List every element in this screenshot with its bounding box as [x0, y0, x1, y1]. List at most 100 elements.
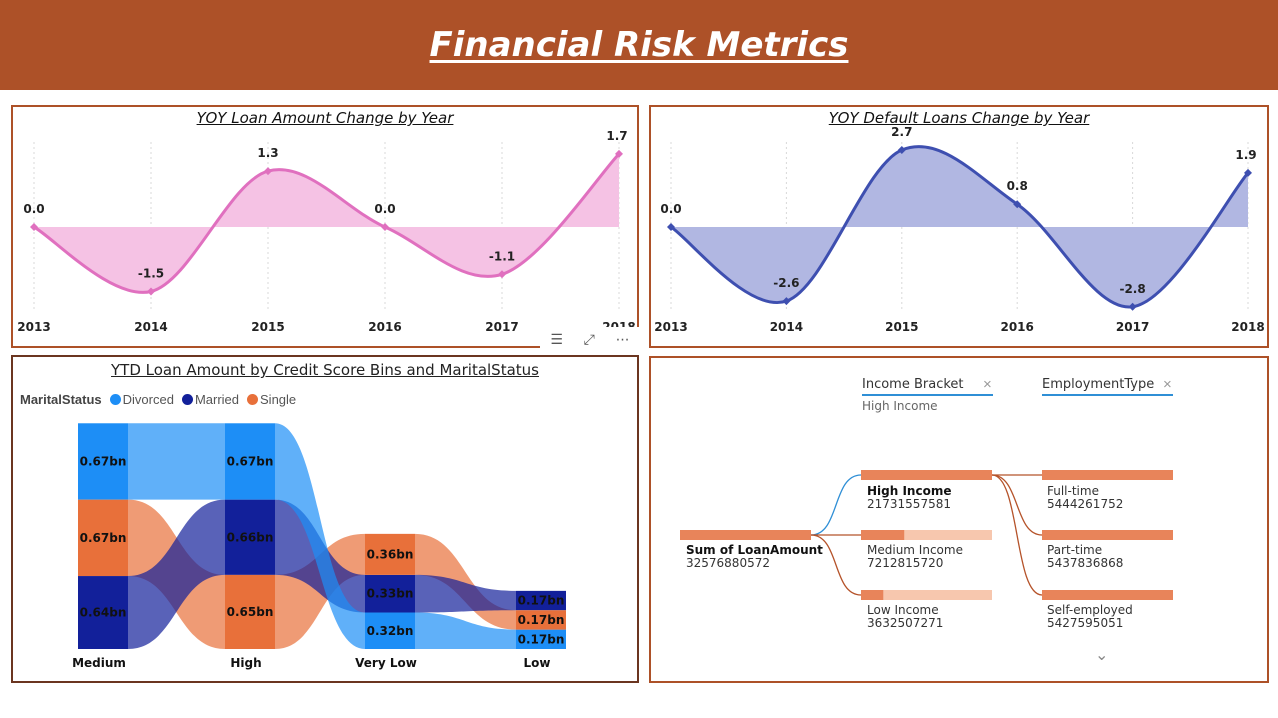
bar-label: 0.17bn — [518, 613, 565, 627]
x-tick-label: 2016 — [368, 320, 401, 334]
tree-node-root[interactable]: Sum of LoanAmount 32576880572 — [686, 543, 823, 570]
data-label: 0.0 — [660, 202, 681, 216]
category-label: High — [230, 656, 261, 670]
data-point — [1244, 168, 1252, 177]
bar-segment — [78, 423, 128, 500]
data-point — [381, 223, 389, 231]
category-label: Low — [524, 656, 551, 670]
data-label: -1.5 — [138, 267, 164, 281]
bar-segment — [225, 499, 275, 575]
data-label: 0.0 — [23, 202, 44, 216]
data-point — [782, 297, 791, 306]
ribbon-chart[interactable]: 0.67bn 0.64bn 0.67bn Medium 0.67bn 0.66bn 0.65… — [13, 357, 637, 681]
bar-label: 0.64bn — [80, 606, 127, 620]
level-header-income-bracket[interactable]: Income Bracket — [862, 377, 964, 392]
area-fill — [671, 146, 1248, 308]
bar-segment — [516, 590, 566, 611]
data-label: 1.9 — [1235, 148, 1256, 162]
dashboard-header: Financial Risk Metrics — [0, 0, 1278, 90]
ribbon — [415, 612, 516, 649]
data-label: -2.8 — [1119, 282, 1145, 296]
data-label: 0.0 — [374, 202, 395, 216]
dashboard-title: Financial Risk Metrics — [429, 25, 849, 65]
area-fill — [34, 153, 619, 293]
category-label: Medium — [72, 656, 126, 670]
data-point — [264, 167, 272, 176]
legend-item-divorced[interactable]: Divorced — [109, 392, 174, 407]
data-point — [147, 287, 155, 296]
data-label: -1.1 — [489, 249, 515, 263]
category-label: Very Low — [355, 656, 417, 670]
bar-segment — [78, 576, 128, 649]
x-tick-label: 2013 — [654, 320, 687, 334]
x-tick-label: 2014 — [770, 320, 803, 334]
bar-label: 0.17bn — [518, 632, 565, 646]
chart-title-default-loans: YOY Default Loans Change by Year — [828, 109, 1090, 127]
bar-segment — [225, 423, 275, 500]
filter-icon[interactable]: ☰ — [550, 330, 563, 347]
bar-segment — [516, 629, 566, 649]
yoy-loan-amount-panel[interactable]: YOY Loan Amount Change by Year 0.0 2013 -1… — [11, 105, 639, 348]
tree-node-high-income[interactable]: High Income 21731557581 — [867, 484, 952, 511]
data-point — [498, 270, 506, 279]
data-label: 0.8 — [1007, 179, 1028, 193]
bar-label: 0.33bn — [367, 587, 414, 601]
close-icon[interactable]: × — [983, 376, 992, 393]
more-options-icon[interactable]: ⋯ — [615, 330, 630, 347]
close-icon[interactable]: × — [1163, 376, 1172, 393]
chart-title-ribbon: YTD Loan Amount by Credit Score Bins and… — [111, 361, 539, 379]
data-label: 1.3 — [257, 146, 278, 160]
series-line — [670, 145, 1250, 309]
bar-label: 0.66bn — [227, 530, 274, 544]
ribbon — [415, 574, 516, 613]
legend-title: MaritalStatus — [20, 392, 102, 407]
level-selected-value: High Income — [862, 399, 938, 413]
legend-item-single[interactable]: Single — [247, 392, 296, 407]
legend: MaritalStatus Divorced Married Single — [20, 392, 300, 407]
tree-node-medium-income[interactable]: Medium Income 7212815720 — [867, 543, 963, 570]
bar-label: 0.36bn — [367, 547, 414, 561]
data-label: 1.7 — [606, 129, 627, 143]
chevron-down-icon[interactable]: ⌄ — [1095, 647, 1109, 664]
decomposition-tree-panel[interactable] — [649, 356, 1269, 683]
data-point — [1128, 302, 1137, 311]
yoy-default-loans-panel[interactable]: YOY Default Loans Change by Year 0.0 2013… — [649, 105, 1269, 348]
level-header-employment-type[interactable]: EmploymentType — [1042, 377, 1155, 392]
tree-node-low-income[interactable]: Low Income 3632507271 — [867, 603, 944, 630]
x-tick-label: 2018 — [1231, 320, 1264, 334]
x-tick-label: 2015 — [251, 320, 284, 334]
bar-label: 0.67bn — [80, 454, 127, 468]
yoy-default-loans-chart[interactable]: 0.0 2013 -2.6 2014 2.7 2015 0.8 2016 -2.8 2017 1.9… — [651, 107, 1267, 346]
legend-dot-married — [181, 394, 193, 405]
x-tick-label: 2017 — [1116, 320, 1149, 334]
bar-label: 0.65bn — [227, 605, 274, 619]
chart-title-loan-amount: YOY Loan Amount Change by Year — [196, 109, 454, 127]
bar-segment — [365, 533, 415, 575]
x-tick-label: 2016 — [1000, 320, 1033, 334]
bar-label: 0.67bn — [80, 531, 127, 545]
focus-mode-icon[interactable]: ⤢ — [583, 330, 595, 347]
bar-segment — [516, 610, 566, 630]
legend-item-married[interactable]: Married — [181, 392, 239, 407]
data-point — [667, 223, 675, 231]
data-point — [615, 149, 623, 158]
bar-label: 0.32bn — [367, 624, 414, 638]
ytd-loan-ribbon-panel[interactable]: YTD Loan Amount by Credit Score Bins and… — [11, 355, 639, 683]
yoy-loan-amount-chart[interactable]: 0.0 2013 -1.5 2014 1.3 2015 0.0 2016 -1.1 2017 1.7… — [13, 107, 637, 346]
legend-dot-single — [247, 394, 259, 405]
data-point — [897, 146, 906, 155]
ribbon — [128, 423, 225, 500]
level-underline — [862, 394, 993, 396]
bar-segment — [78, 499, 128, 577]
ribbon — [275, 423, 365, 649]
tree-node-self-employed[interactable]: Self-employed 5427595051 — [1047, 603, 1133, 630]
x-tick-label: 2015 — [885, 320, 918, 334]
x-tick-label: 2013 — [17, 320, 50, 334]
data-label: 2.7 — [891, 125, 912, 139]
tree-node-full-time[interactable]: Full-time 5444261752 — [1047, 484, 1124, 511]
bar-label: 0.17bn — [518, 594, 565, 608]
data-label: -2.6 — [773, 276, 799, 290]
tree-node-part-time[interactable]: Part-time 5437836868 — [1047, 543, 1124, 570]
legend-dot-divorced — [109, 394, 121, 405]
bar-label: 0.67bn — [227, 454, 274, 468]
